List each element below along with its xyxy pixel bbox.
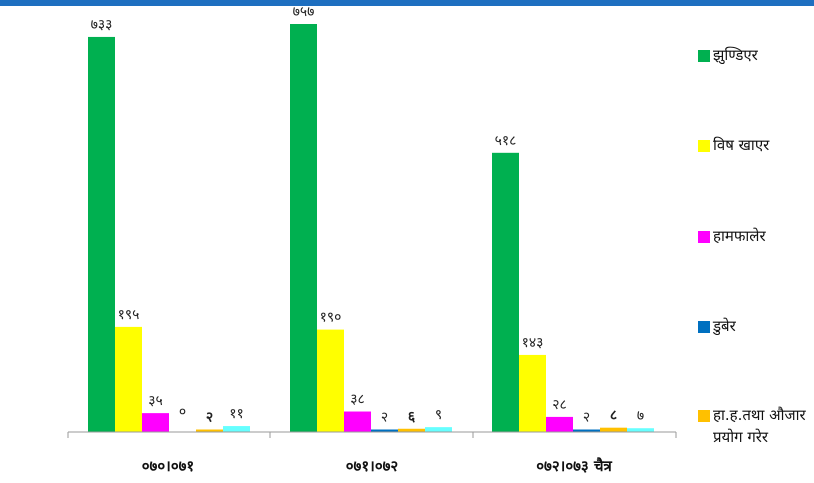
legend-item-weapons: हा.ह.तथा औजार प्रयोग गरेर [698, 404, 811, 448]
category-label: ०७२।०७३ चैत्र [536, 457, 612, 475]
data-label: २ [381, 410, 388, 426]
bar [142, 413, 169, 432]
legend-swatch-hanging [698, 50, 710, 62]
bar [371, 429, 398, 432]
data-label: २८ [552, 397, 567, 413]
data-label: ७३३ [91, 17, 113, 33]
bar-chart: ७३३ ७५७ ५१८ १९५ १९० १४३ ३५ ३८ २८ ० २ २ २ ६ ८ ११ ९ ७ ०७०।०… [67, 4, 677, 475]
legend-item-drowning: डुबेर [698, 315, 811, 337]
bar [546, 416, 573, 432]
data-label: ० [179, 404, 186, 420]
legend-item-poison: विष खाएर [698, 134, 811, 156]
bar [398, 428, 425, 432]
data-label: ७ [637, 408, 644, 424]
bar [344, 411, 371, 432]
bar [627, 428, 654, 432]
bar [519, 354, 546, 432]
legend-label-jumping: हामफालेर [713, 227, 766, 245]
data-label: ७५७ [293, 4, 315, 20]
data-label: ३८ [350, 392, 365, 408]
bar [290, 24, 317, 432]
bar [196, 429, 223, 432]
bar [600, 427, 627, 432]
legend-label-poison: विष खाएर [713, 136, 770, 154]
data-label: ८ [610, 408, 617, 424]
legend-label-drowning: डुबेर [713, 317, 736, 335]
legend-label-weapons: हा.ह.तथा औजार प्रयोग गरेर [713, 406, 806, 446]
bar [115, 326, 142, 432]
data-label: १४३ [522, 335, 544, 351]
data-label: ९ [435, 407, 442, 423]
bar [425, 427, 452, 432]
bar [492, 152, 519, 433]
legend-item-hanging: झुण्डिएर [698, 44, 811, 66]
bar [317, 329, 344, 432]
data-label: १९५ [118, 307, 140, 323]
category-label: ०७१।०७२ [346, 457, 399, 475]
bar [88, 36, 115, 432]
category-labels: ०७०।०७१ ०७१।०७२ ०७२।०७३ चैत्र [142, 457, 613, 475]
data-label: २ [206, 410, 213, 426]
data-label: १९० [320, 310, 342, 326]
bar [573, 429, 600, 432]
legend-swatch-drowning [698, 321, 710, 333]
legend: झुण्डिएर विष खाएर हामफालेर डुबेर हा.ह.तथ… [698, 0, 814, 483]
data-label: २ [583, 410, 590, 426]
data-label: ११ [229, 406, 244, 422]
legend-label-hanging: झुण्डिएर [713, 46, 758, 64]
legend-swatch-weapons [698, 410, 710, 422]
legend-item-jumping: हामफालेर [698, 225, 811, 247]
data-label: ५१८ [495, 133, 517, 149]
bars-layer [88, 24, 654, 433]
top-accent-bar [0, 0, 814, 6]
category-label: ०७०।०७१ [142, 457, 195, 475]
bar [223, 426, 250, 432]
data-label: ३५ [148, 393, 163, 409]
legend-swatch-jumping [698, 231, 710, 243]
data-labels: ७३३ ७५७ ५१८ १९५ १९० १४३ ३५ ३८ २८ ० २ २ २ ६ ८ ११ ९ ७ [91, 4, 645, 426]
legend-swatch-poison [698, 140, 710, 152]
data-label: ६ [408, 409, 416, 425]
x-axis-ticks [67, 432, 677, 438]
